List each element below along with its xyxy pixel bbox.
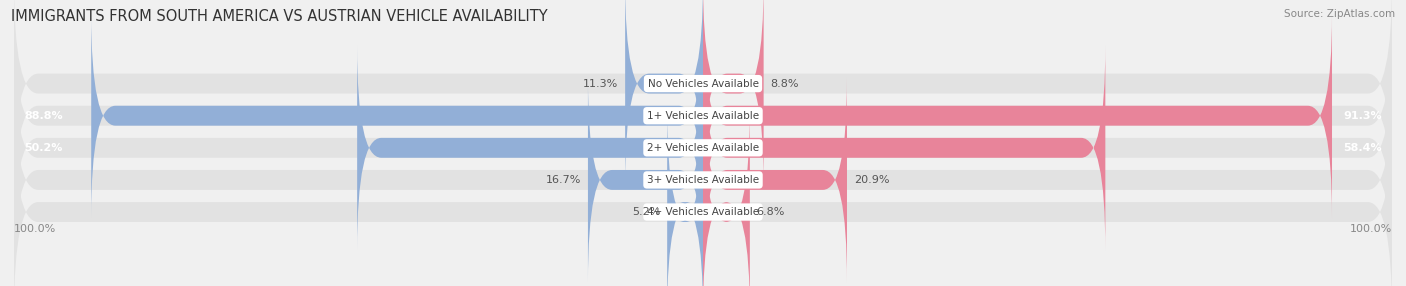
FancyBboxPatch shape (14, 110, 1392, 286)
Text: 8.8%: 8.8% (770, 79, 799, 89)
FancyBboxPatch shape (703, 78, 846, 282)
Text: 50.2%: 50.2% (24, 143, 63, 153)
Text: 6.8%: 6.8% (756, 207, 785, 217)
FancyBboxPatch shape (703, 0, 763, 186)
Text: 5.2%: 5.2% (631, 207, 661, 217)
Text: 1+ Vehicles Available: 1+ Vehicles Available (647, 111, 759, 121)
FancyBboxPatch shape (588, 78, 703, 282)
Text: 20.9%: 20.9% (853, 175, 890, 185)
Text: 2+ Vehicles Available: 2+ Vehicles Available (647, 143, 759, 153)
FancyBboxPatch shape (703, 13, 1331, 218)
FancyBboxPatch shape (357, 45, 703, 250)
FancyBboxPatch shape (668, 110, 703, 286)
Text: 88.8%: 88.8% (24, 111, 63, 121)
FancyBboxPatch shape (14, 78, 1392, 282)
FancyBboxPatch shape (703, 45, 1105, 250)
FancyBboxPatch shape (14, 0, 1392, 186)
Text: No Vehicles Available: No Vehicles Available (648, 79, 758, 89)
FancyBboxPatch shape (626, 0, 703, 186)
Text: 3+ Vehicles Available: 3+ Vehicles Available (647, 175, 759, 185)
Text: IMMIGRANTS FROM SOUTH AMERICA VS AUSTRIAN VEHICLE AVAILABILITY: IMMIGRANTS FROM SOUTH AMERICA VS AUSTRIA… (11, 9, 548, 23)
Text: 4+ Vehicles Available: 4+ Vehicles Available (647, 207, 759, 217)
FancyBboxPatch shape (703, 110, 749, 286)
Text: 91.3%: 91.3% (1343, 111, 1382, 121)
FancyBboxPatch shape (91, 13, 703, 218)
FancyBboxPatch shape (14, 13, 1392, 218)
Text: Source: ZipAtlas.com: Source: ZipAtlas.com (1284, 9, 1395, 19)
Text: 11.3%: 11.3% (583, 79, 619, 89)
Text: 100.0%: 100.0% (1350, 224, 1392, 234)
Text: 100.0%: 100.0% (14, 224, 56, 234)
Text: 58.4%: 58.4% (1343, 143, 1382, 153)
Text: 16.7%: 16.7% (546, 175, 581, 185)
FancyBboxPatch shape (14, 45, 1392, 250)
